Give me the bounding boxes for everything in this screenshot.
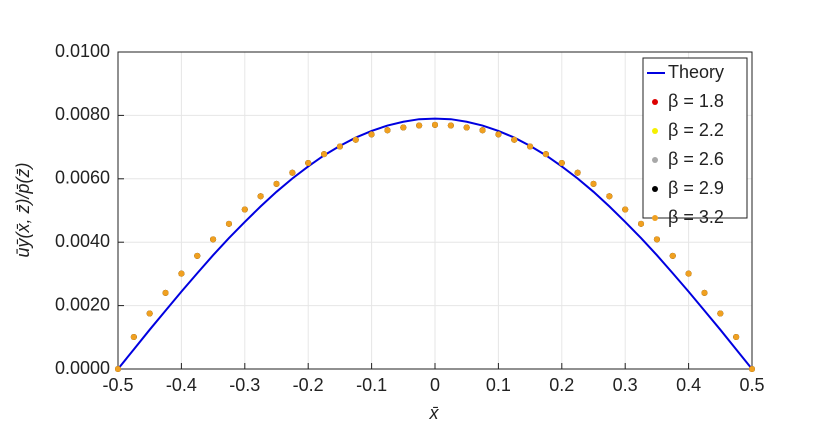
data-point bbox=[336, 143, 343, 150]
data-point bbox=[701, 289, 708, 296]
data-point bbox=[416, 122, 423, 129]
data-point bbox=[432, 121, 438, 128]
y-tick-label: 0.0060 bbox=[55, 168, 110, 188]
data-point bbox=[479, 127, 486, 134]
data-point bbox=[669, 252, 676, 259]
x-tick-label: -0.4 bbox=[166, 375, 197, 395]
x-tick-label: 0 bbox=[430, 375, 440, 395]
data-point bbox=[178, 270, 185, 277]
data-point bbox=[463, 124, 470, 131]
data-point bbox=[447, 122, 454, 129]
data-point bbox=[622, 206, 629, 213]
data-point bbox=[749, 366, 755, 372]
legend-swatch bbox=[652, 186, 658, 192]
data-point bbox=[527, 143, 534, 150]
x-tick-label: -0.2 bbox=[293, 375, 324, 395]
x-tick-label: 0.5 bbox=[739, 375, 764, 395]
data-point bbox=[542, 151, 549, 158]
data-point bbox=[638, 220, 645, 227]
legend-swatch bbox=[652, 128, 658, 134]
data-point bbox=[115, 366, 121, 372]
data-point bbox=[400, 124, 407, 131]
data-point bbox=[495, 131, 502, 138]
x-tick-label: 0.4 bbox=[676, 375, 701, 395]
y-tick-label: 0.0020 bbox=[55, 294, 110, 314]
plot-frame bbox=[117, 51, 753, 370]
data-point bbox=[130, 333, 137, 340]
legend-swatch bbox=[652, 215, 658, 221]
data-point bbox=[210, 236, 217, 243]
data-point bbox=[653, 236, 660, 243]
data-point bbox=[590, 180, 597, 187]
legend-box bbox=[642, 57, 748, 219]
x-axis-label: x̄ bbox=[429, 403, 440, 423]
legend-label: β = 2.2 bbox=[668, 120, 724, 140]
data-point bbox=[368, 131, 375, 138]
data-point bbox=[257, 193, 264, 200]
legend-label: β = 2.9 bbox=[668, 178, 724, 198]
data-point bbox=[194, 252, 201, 259]
y-tick-label: 0.0000 bbox=[55, 358, 110, 378]
data-point bbox=[717, 310, 724, 317]
data-point bbox=[146, 310, 153, 317]
data-point bbox=[685, 270, 692, 277]
legend-label: β = 3.2 bbox=[668, 207, 724, 227]
x-tick-label: 0.1 bbox=[486, 375, 511, 395]
data-point bbox=[352, 136, 359, 143]
theory-line bbox=[117, 117, 753, 370]
x-tick-label: 0.3 bbox=[613, 375, 638, 395]
y-tick-label: 0.0100 bbox=[55, 41, 110, 61]
legend: Theory β = 1.8 β = 2.2 β = 2.6 β = 2.9 β = 3.… bbox=[642, 57, 748, 227]
data-point bbox=[558, 159, 565, 166]
data-point bbox=[289, 169, 296, 176]
y-tick-label: 0.0080 bbox=[55, 104, 110, 124]
data-point bbox=[321, 151, 328, 158]
x-tick-label: -0.3 bbox=[229, 375, 260, 395]
data-point bbox=[606, 193, 613, 200]
data-point bbox=[733, 333, 740, 340]
data-point bbox=[574, 169, 581, 176]
data-point bbox=[305, 159, 312, 166]
data-point bbox=[241, 206, 248, 213]
y-axis-label: ūȳ(x̄, z̄)/p̄(z̄) bbox=[13, 162, 33, 257]
legend-label: β = 1.8 bbox=[668, 91, 724, 111]
data-point bbox=[225, 220, 232, 227]
x-tick-label: 0.2 bbox=[549, 375, 574, 395]
data-point bbox=[384, 127, 391, 134]
y-tick-label: 0.0040 bbox=[55, 231, 110, 251]
x-tick-label: -0.5 bbox=[102, 375, 133, 395]
data-point bbox=[511, 136, 518, 143]
data-point bbox=[273, 180, 280, 187]
legend-label: β = 2.6 bbox=[668, 149, 724, 169]
x-tick-label: -0.1 bbox=[356, 375, 387, 395]
legend-swatch bbox=[652, 157, 658, 163]
data-point bbox=[162, 289, 169, 296]
legend-swatch bbox=[652, 99, 658, 105]
legend-label: Theory bbox=[668, 62, 724, 82]
